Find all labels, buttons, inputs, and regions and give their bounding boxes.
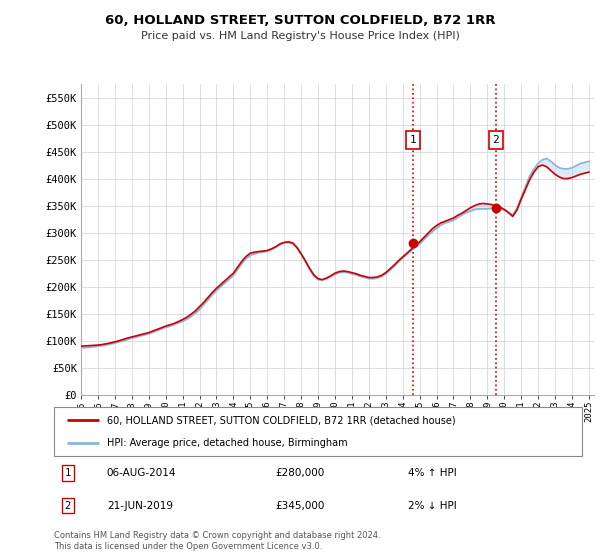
Text: 1: 1 bbox=[65, 468, 71, 478]
Text: 60, HOLLAND STREET, SUTTON COLDFIELD, B72 1RR: 60, HOLLAND STREET, SUTTON COLDFIELD, B7… bbox=[105, 14, 495, 27]
Text: HPI: Average price, detached house, Birmingham: HPI: Average price, detached house, Birm… bbox=[107, 438, 347, 448]
Text: 2% ↓ HPI: 2% ↓ HPI bbox=[408, 501, 457, 511]
Text: 2: 2 bbox=[493, 135, 499, 145]
Text: Price paid vs. HM Land Registry's House Price Index (HPI): Price paid vs. HM Land Registry's House … bbox=[140, 31, 460, 41]
Text: 21-JUN-2019: 21-JUN-2019 bbox=[107, 501, 173, 511]
Text: £345,000: £345,000 bbox=[276, 501, 325, 511]
Text: 1: 1 bbox=[409, 135, 416, 145]
Text: This data is licensed under the Open Government Licence v3.0.: This data is licensed under the Open Gov… bbox=[54, 542, 322, 550]
Text: Contains HM Land Registry data © Crown copyright and database right 2024.: Contains HM Land Registry data © Crown c… bbox=[54, 531, 380, 540]
Text: 60, HOLLAND STREET, SUTTON COLDFIELD, B72 1RR (detached house): 60, HOLLAND STREET, SUTTON COLDFIELD, B7… bbox=[107, 416, 455, 426]
Text: 2: 2 bbox=[65, 501, 71, 511]
Text: 06-AUG-2014: 06-AUG-2014 bbox=[107, 468, 176, 478]
FancyBboxPatch shape bbox=[54, 407, 582, 456]
Text: £280,000: £280,000 bbox=[276, 468, 325, 478]
Text: 4% ↑ HPI: 4% ↑ HPI bbox=[408, 468, 457, 478]
